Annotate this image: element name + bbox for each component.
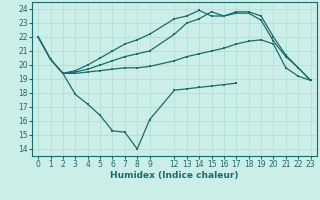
X-axis label: Humidex (Indice chaleur): Humidex (Indice chaleur) xyxy=(110,171,239,180)
